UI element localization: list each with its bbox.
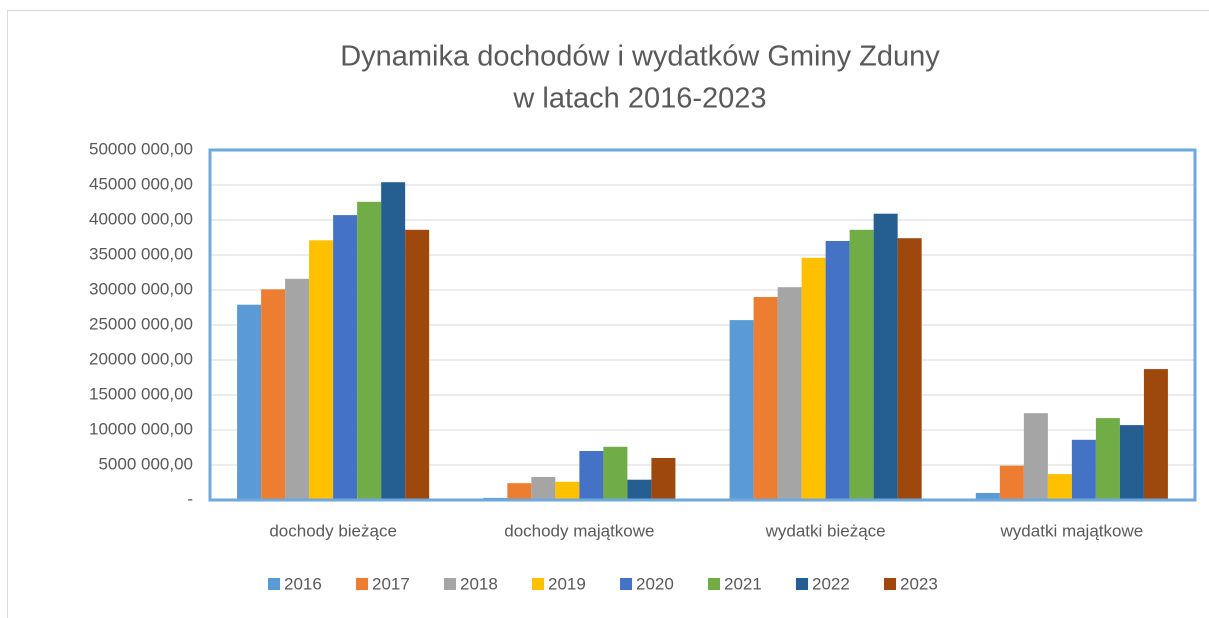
plot-border	[208, 148, 1197, 502]
bar	[285, 278, 310, 500]
bar	[627, 479, 652, 500]
bar	[897, 238, 922, 500]
x-tick-label: dochody bieżące	[269, 521, 397, 540]
bar	[777, 287, 802, 500]
bar	[975, 493, 1000, 500]
y-tick-label: 5000 000,00	[98, 454, 193, 473]
y-tick-label: 10000 000,00	[89, 419, 193, 438]
bar	[1143, 369, 1168, 500]
bar	[405, 229, 430, 501]
y-tick-label: 20000 000,00	[89, 349, 193, 368]
legend-swatch	[620, 578, 632, 590]
legend-label: 2021	[724, 574, 762, 593]
y-tick-label: 40000 000,00	[89, 209, 193, 228]
x-tick-label: wydatki bieżące	[765, 521, 886, 540]
y-tick-label: 25000 000,00	[89, 314, 193, 333]
bar	[237, 304, 262, 500]
legend-swatch	[268, 578, 280, 590]
bar	[651, 458, 676, 500]
legend-label: 2016	[284, 574, 322, 593]
legend-label: 2022	[812, 574, 850, 593]
legend-swatch	[356, 578, 368, 590]
y-tick-label: -	[187, 489, 193, 508]
y-tick-label: 50000 000,00	[89, 139, 193, 158]
bar	[1047, 474, 1072, 500]
bar	[999, 465, 1024, 500]
bar	[801, 257, 826, 500]
bar	[603, 446, 628, 500]
legend-label: 2023	[900, 574, 938, 593]
legend-label: 2019	[548, 574, 586, 593]
x-tick-label: wydatki majątkowe	[1000, 521, 1144, 540]
y-tick-label: 35000 000,00	[89, 244, 193, 263]
bar	[1095, 418, 1120, 500]
bar	[333, 215, 358, 500]
legend-swatch	[444, 578, 456, 590]
legend-label: 2020	[636, 574, 674, 593]
bar	[579, 451, 604, 500]
bar	[825, 241, 850, 500]
legend-swatch	[532, 578, 544, 590]
bar	[873, 213, 898, 500]
bar	[1071, 439, 1096, 500]
legend-label: 2018	[460, 574, 498, 593]
chart-title: w latach 2016-2023	[512, 83, 766, 115]
legend-label: 2017	[372, 574, 410, 593]
y-tick-label: 30000 000,00	[89, 279, 193, 298]
legend-swatch	[884, 578, 896, 590]
bar	[261, 289, 286, 500]
x-tick-label: dochody majątkowe	[504, 521, 654, 540]
bar	[309, 240, 334, 501]
bar	[1119, 425, 1144, 500]
bar	[381, 182, 406, 500]
bar	[1023, 413, 1048, 500]
bar	[555, 481, 580, 500]
y-tick-label: 15000 000,00	[89, 384, 193, 403]
bar	[357, 201, 382, 501]
legend-swatch	[708, 578, 720, 590]
legend-swatch	[796, 578, 808, 590]
bar	[849, 229, 874, 501]
chart-frame	[7, 10, 1209, 618]
bar	[507, 483, 532, 500]
bar	[753, 297, 778, 500]
y-tick-label: 45000 000,00	[89, 174, 193, 193]
bar	[729, 320, 754, 500]
bar	[531, 476, 556, 500]
chart-title: Dynamika dochodów i wydatków Gminy Zduny	[340, 41, 940, 73]
